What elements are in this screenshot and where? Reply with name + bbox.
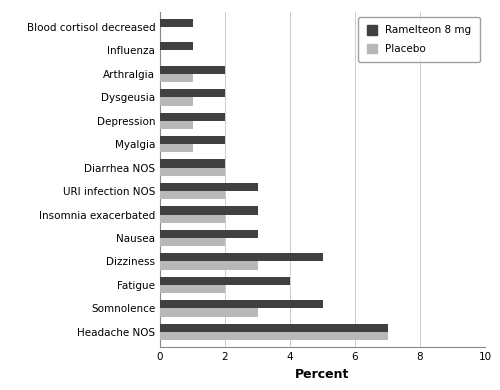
Bar [160,308,258,317]
Bar [160,113,225,121]
Bar [160,136,225,144]
Bar [160,261,258,270]
Bar [160,89,225,98]
Bar [160,144,192,152]
Bar [160,191,225,199]
Bar [160,238,225,246]
X-axis label: Percent: Percent [296,367,350,381]
Bar [160,253,322,261]
Bar [160,121,192,129]
Bar [160,66,225,74]
Bar [160,74,192,82]
Bar [160,19,192,27]
Bar [160,98,192,106]
Bar [160,285,225,293]
Bar [160,206,258,214]
Bar [160,183,258,191]
Legend: Ramelteon 8 mg, Placebo: Ramelteon 8 mg, Placebo [358,17,480,62]
Bar [160,168,225,176]
Bar [160,300,322,308]
Bar [160,277,290,285]
Bar [160,324,388,332]
Bar [160,160,225,168]
Bar [160,215,225,223]
Bar [160,42,192,50]
Bar [160,332,388,340]
Bar [160,230,258,238]
